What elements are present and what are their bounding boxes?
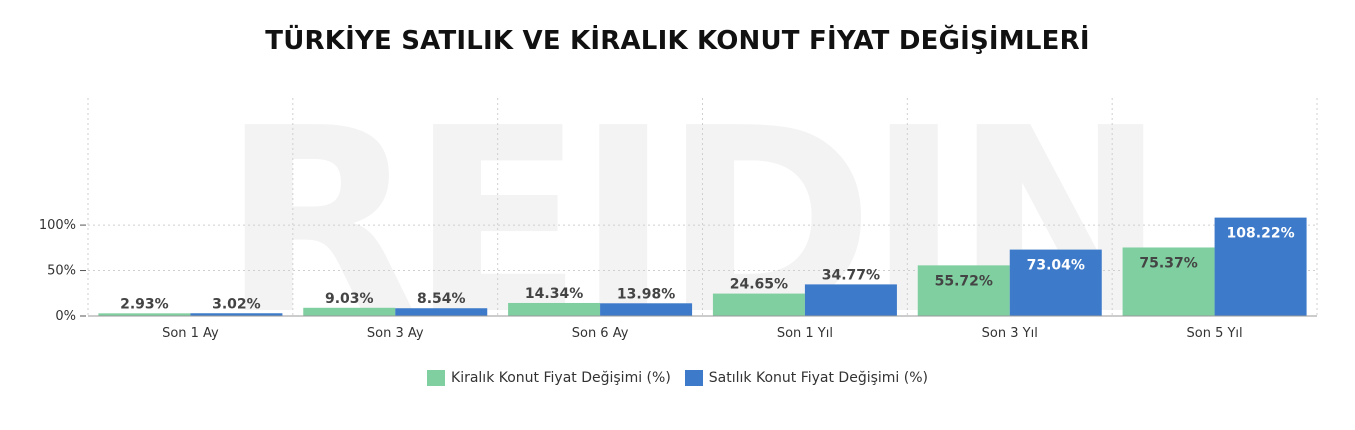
legend-swatch-sale bbox=[684, 370, 703, 386]
legend-item-sale[interactable]: Satılık Konut Fiyat Değişimi (%) bbox=[684, 370, 928, 386]
y-tick-label: 50% bbox=[47, 264, 76, 279]
bar-value-label: 108.22% bbox=[1227, 226, 1295, 242]
bar-value-label: 55.72% bbox=[935, 273, 993, 289]
legend-label-sale: Satılık Konut Fiyat Değişimi (%) bbox=[708, 370, 928, 386]
watermark-text: REIDIN bbox=[221, 74, 1158, 371]
bar-value-label: 24.65% bbox=[730, 277, 788, 293]
bar-rent bbox=[917, 265, 1010, 316]
bar-rent bbox=[712, 293, 805, 316]
x-tick-label: Son 1 Ay bbox=[162, 326, 219, 341]
bar-value-label: 8.54% bbox=[417, 291, 466, 307]
chart-title: TÜRKİYE SATILIK VE KİRALIK KONUT FİYAT D… bbox=[265, 26, 1090, 56]
bar-value-label: 73.04% bbox=[1027, 258, 1085, 274]
y-tick-label: 0% bbox=[55, 309, 76, 324]
x-tick-label: Son 1 Yıl bbox=[777, 326, 833, 341]
bar-sale bbox=[190, 313, 283, 316]
bar-value-label: 13.98% bbox=[617, 286, 675, 302]
bar-value-label: 75.37% bbox=[1139, 255, 1197, 271]
bar-value-label: 34.77% bbox=[822, 267, 880, 283]
bar-value-label: 9.03% bbox=[325, 291, 374, 307]
y-tick-label: 100% bbox=[39, 218, 76, 233]
legend-swatch-rent bbox=[427, 370, 446, 386]
x-tick-label: Son 5 Yıl bbox=[1187, 326, 1243, 341]
bar-value-label: 3.02% bbox=[212, 296, 261, 312]
x-tick-label: Son 3 Yıl bbox=[982, 326, 1038, 341]
x-tick-label: Son 3 Ay bbox=[367, 326, 424, 341]
bar-sale bbox=[1009, 249, 1102, 316]
bar-value-label: 2.93% bbox=[120, 296, 169, 312]
bar-sale bbox=[804, 284, 897, 316]
legend-label-rent: Kiralık Konut Fiyat Değişimi (%) bbox=[451, 370, 671, 386]
bar-rent bbox=[303, 307, 396, 316]
bar-sale bbox=[395, 308, 488, 316]
x-tick-label: Son 6 Ay bbox=[572, 326, 629, 341]
bar-sale bbox=[600, 303, 693, 316]
chart-legend: Kiralık Konut Fiyat Değişimi (%) Satılık… bbox=[0, 370, 1355, 386]
bar-rent bbox=[98, 313, 191, 316]
bar-value-label: 14.34% bbox=[525, 286, 583, 302]
bar-rent bbox=[508, 302, 601, 316]
bar-rent bbox=[1122, 247, 1215, 316]
bar-sale bbox=[1214, 217, 1307, 316]
legend-item-rent[interactable]: Kiralık Konut Fiyat Değişimi (%) bbox=[427, 370, 671, 386]
